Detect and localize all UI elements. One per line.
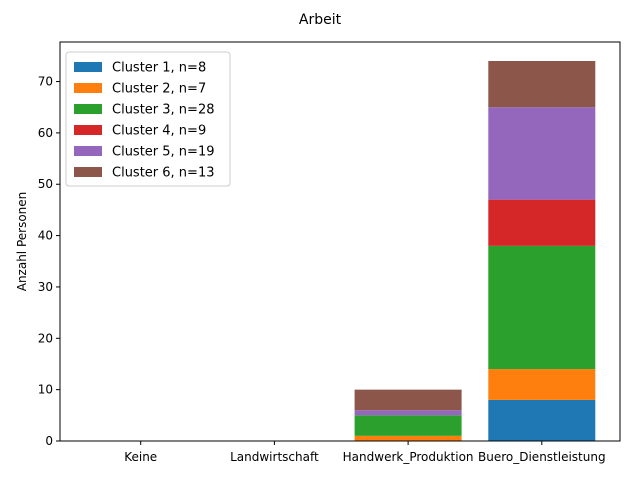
y-axis: 0 10 20 30 40 50 60 70 bbox=[38, 75, 60, 448]
bar-5-4 bbox=[488, 107, 596, 200]
bar-2-3 bbox=[354, 435, 462, 441]
x-axis: Keine Landwirtschaft Handwerk_Produktion Bu… bbox=[124, 441, 606, 464]
bar-1-4 bbox=[488, 399, 596, 441]
chart-title: Arbeit bbox=[299, 12, 342, 28]
legend-entry: Cluster 5, n=19 bbox=[112, 145, 214, 160]
legend-entry: Cluster 6, n=13 bbox=[112, 166, 214, 181]
legend-box bbox=[65, 51, 231, 187]
legend-entry: Cluster 2, n=7 bbox=[112, 82, 206, 97]
bar-3-3 bbox=[354, 415, 462, 436]
y-tick-label: 70 bbox=[38, 75, 53, 89]
x-tick-label: Landwirtschaft bbox=[230, 450, 319, 464]
y-tick-label: 20 bbox=[38, 331, 53, 345]
bar-5-3 bbox=[354, 410, 462, 416]
y-tick-label: 10 bbox=[38, 383, 53, 397]
legend-entry: Cluster 3, n=28 bbox=[112, 103, 214, 118]
plot-frame bbox=[59, 41, 621, 442]
bar-2-4 bbox=[488, 369, 596, 400]
x-tick-label: Handwerk_Produktion bbox=[343, 450, 474, 464]
legend-entry: Cluster 4, n=9 bbox=[112, 124, 206, 139]
legend-swatch bbox=[74, 125, 102, 135]
bar-4-4 bbox=[488, 199, 596, 246]
y-tick-label: 60 bbox=[38, 126, 53, 140]
x-tick-label: Buero_Dienstleistung bbox=[478, 450, 606, 464]
legend: Cluster 1, n=8 Cluster 2, n=7 Cluster 3, n… bbox=[65, 51, 231, 187]
y-tick-label: 50 bbox=[38, 177, 53, 191]
x-tick-label: Keine bbox=[124, 450, 157, 464]
legend-swatch bbox=[74, 146, 102, 156]
legend-swatch bbox=[74, 167, 102, 177]
bar-6-4 bbox=[488, 61, 596, 108]
plot-area bbox=[354, 61, 596, 441]
y-tick-label: 40 bbox=[38, 229, 53, 243]
y-tick-label: 0 bbox=[45, 434, 53, 448]
legend-swatch bbox=[74, 62, 102, 72]
y-axis-label: Anzahl Personen bbox=[15, 192, 29, 292]
bar-6-3 bbox=[354, 389, 462, 411]
y-tick-label: 30 bbox=[38, 280, 53, 294]
legend-swatch bbox=[74, 104, 102, 114]
legend-entry: Cluster 1, n=8 bbox=[112, 61, 206, 76]
legend-swatch bbox=[74, 83, 102, 93]
bar-3-4 bbox=[488, 245, 596, 370]
